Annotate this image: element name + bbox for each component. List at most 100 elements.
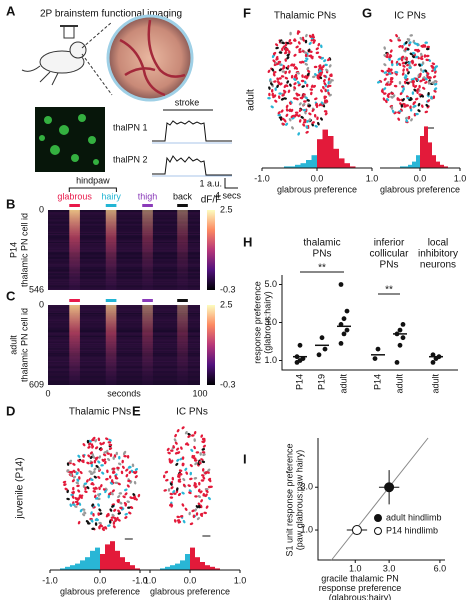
heatmap-noise bbox=[48, 261, 200, 263]
cell-map-dot bbox=[268, 86, 271, 90]
heatmap-noise bbox=[48, 361, 200, 363]
cell-map-dot bbox=[316, 116, 319, 121]
panel-label: F bbox=[243, 5, 251, 20]
data-point bbox=[400, 322, 406, 327]
zoom-lines bbox=[81, 21, 113, 96]
data-point bbox=[316, 352, 322, 358]
cell-map-dot bbox=[66, 462, 70, 466]
histogram-bar bbox=[175, 563, 180, 570]
histogram-bar bbox=[404, 166, 408, 168]
cell-map-dot bbox=[101, 441, 105, 445]
cell-map-dot bbox=[200, 479, 205, 482]
cell-map-dot bbox=[195, 505, 199, 509]
colorbar-label: dF/F bbox=[201, 195, 222, 206]
cell-map-dot bbox=[304, 39, 308, 44]
cell-map-dot bbox=[413, 104, 417, 108]
histogram-bar bbox=[284, 166, 290, 168]
histogram-bar bbox=[408, 164, 412, 168]
cell-map-dot bbox=[127, 465, 131, 469]
stimulus-bar bbox=[105, 299, 117, 302]
cell-map-dot bbox=[315, 47, 319, 51]
cell-map-dot bbox=[400, 104, 404, 108]
stimulus-bar bbox=[69, 299, 80, 302]
cell-map-dot bbox=[415, 112, 419, 116]
cell-map-dot bbox=[99, 448, 103, 452]
panel-label: C bbox=[6, 288, 16, 303]
cell-map-dot bbox=[304, 80, 307, 85]
cell-map-dot bbox=[69, 503, 73, 507]
cell-map-dot bbox=[123, 454, 127, 458]
heatmap-noise bbox=[48, 253, 200, 255]
cell-map-dot bbox=[404, 41, 408, 45]
cell-map-dot bbox=[277, 81, 281, 86]
x-tick-label: 0.0 bbox=[414, 173, 427, 183]
cell-map-dot bbox=[72, 503, 76, 506]
heatmap-noise bbox=[48, 333, 200, 335]
cell-map-dot bbox=[312, 84, 316, 88]
cell-map-dot bbox=[414, 84, 418, 89]
cell-map-dot bbox=[304, 59, 308, 63]
cell-map-dot bbox=[323, 95, 326, 100]
cell-map-dot bbox=[200, 499, 203, 503]
cell-map-dot bbox=[197, 502, 201, 506]
cell-map-dot bbox=[79, 508, 83, 513]
cell-map-dot bbox=[283, 90, 287, 94]
cell-map-dot bbox=[426, 74, 429, 79]
cell-map-dot bbox=[404, 61, 408, 65]
cell-map-dot bbox=[433, 89, 437, 93]
cell-map-dot bbox=[128, 511, 132, 515]
cell-map-dot bbox=[174, 441, 178, 445]
histogram-bar bbox=[311, 155, 317, 168]
cell-map-dot bbox=[272, 59, 276, 63]
cell-map-dot bbox=[307, 104, 312, 107]
group-title: local bbox=[428, 238, 449, 249]
cell-map-dot bbox=[207, 496, 211, 501]
cell-map-dot bbox=[121, 459, 124, 464]
cell-map-dot bbox=[397, 111, 401, 115]
heatmap-noise bbox=[48, 314, 200, 316]
cell-map-dot bbox=[305, 83, 309, 88]
cell-map-dot bbox=[407, 38, 411, 42]
cell-map-dot bbox=[125, 473, 129, 478]
cell-map-dot bbox=[292, 63, 296, 67]
cell-map-dot bbox=[89, 472, 94, 476]
cell-map-dot bbox=[209, 485, 213, 489]
cell-map-dot bbox=[419, 72, 422, 77]
heatmap-noise bbox=[48, 362, 200, 364]
cell-map-dot bbox=[396, 97, 399, 101]
cell-map-dot bbox=[95, 446, 99, 450]
histogram-bar bbox=[65, 566, 70, 570]
cell-map-dot bbox=[410, 59, 414, 63]
cell-map-dot bbox=[421, 78, 426, 81]
cell-map-dot bbox=[407, 61, 411, 65]
cell-map-dot bbox=[320, 89, 323, 93]
cell-map-dot bbox=[431, 62, 436, 66]
cell-map-dot bbox=[399, 91, 403, 96]
cell-map-dot bbox=[425, 103, 429, 108]
cell-map-dot bbox=[280, 109, 284, 113]
cell-map-dot bbox=[107, 457, 111, 462]
cell-map-dot bbox=[98, 508, 102, 512]
cell-map-dot bbox=[298, 47, 302, 52]
mouse-legs bbox=[39, 71, 59, 86]
cell-map-dot bbox=[284, 43, 288, 47]
cell-map-dot bbox=[286, 53, 290, 57]
heatmap-noise bbox=[48, 282, 200, 284]
cell-map-dot bbox=[87, 454, 91, 458]
colorbar-tick-label: -0.3 bbox=[220, 379, 236, 389]
cell-map-dot bbox=[192, 514, 196, 519]
cell-map-dot bbox=[271, 68, 275, 72]
cell-map-dot bbox=[422, 69, 425, 74]
panel-label: H bbox=[243, 234, 252, 249]
cell-map-dot bbox=[72, 462, 76, 466]
cell-map-dot bbox=[94, 522, 98, 526]
x-tick-label: -1.0 bbox=[132, 575, 148, 585]
cell-map-dot bbox=[388, 72, 392, 75]
cell-map-dot bbox=[170, 459, 174, 464]
histogram-bar bbox=[170, 565, 175, 570]
histogram-bar bbox=[130, 565, 135, 570]
cell-map-dot bbox=[194, 485, 198, 489]
cell-map-dot bbox=[306, 66, 310, 71]
cell-map-dot bbox=[118, 462, 122, 466]
